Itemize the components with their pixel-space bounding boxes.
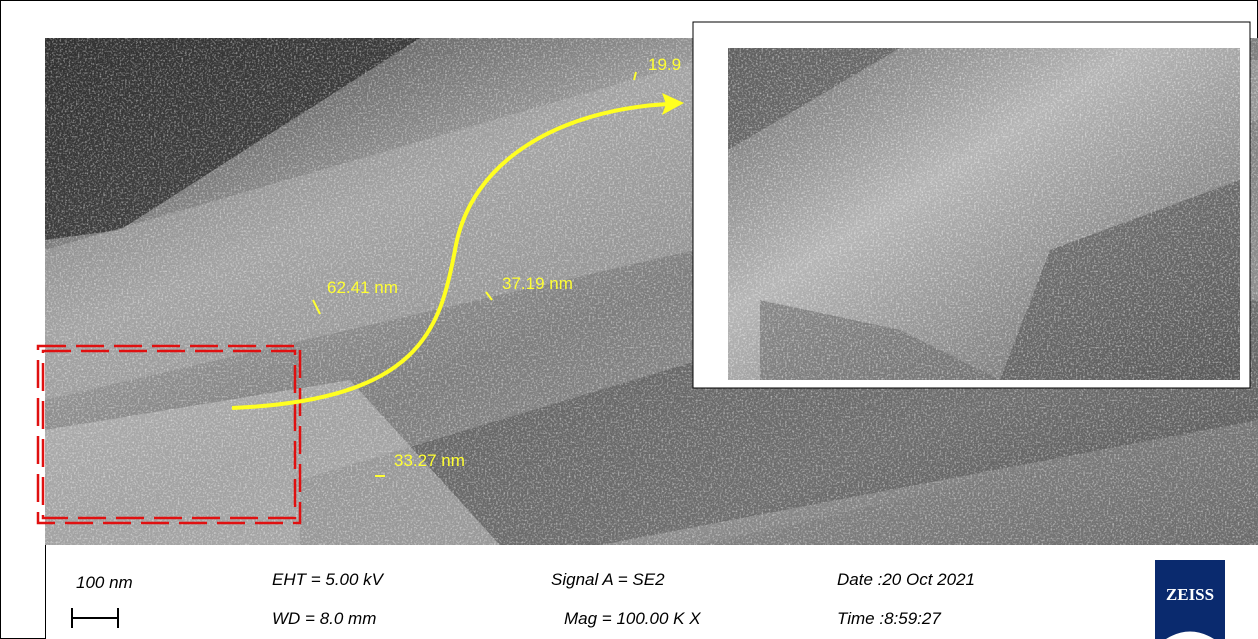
date: Date :20 Oct 2021 bbox=[837, 570, 975, 589]
eht: EHT = 5.00 kV bbox=[272, 570, 385, 589]
scale-bar-label: 100 nm bbox=[76, 573, 133, 592]
measurement-label: 37.19 nm bbox=[502, 274, 573, 293]
logo-text: ZEISS bbox=[1166, 585, 1214, 604]
inset-image bbox=[728, 48, 1240, 380]
time: Time :8:59:27 bbox=[837, 609, 941, 628]
measurement-label: 33.27 nm bbox=[394, 451, 465, 470]
measurement-label: 19.9 bbox=[648, 55, 681, 74]
mag: Mag = 100.00 K X bbox=[564, 609, 701, 628]
wd: WD = 8.0 mm bbox=[272, 609, 376, 628]
logo: ZEISS bbox=[1155, 560, 1225, 639]
signal: Signal A = SE2 bbox=[551, 570, 665, 589]
measurement-label: 62.41 nm bbox=[327, 278, 398, 297]
sem-figure: 19.9 62.41 nm 37.19 nm 33.27 nm 100 nm E… bbox=[0, 0, 1258, 639]
